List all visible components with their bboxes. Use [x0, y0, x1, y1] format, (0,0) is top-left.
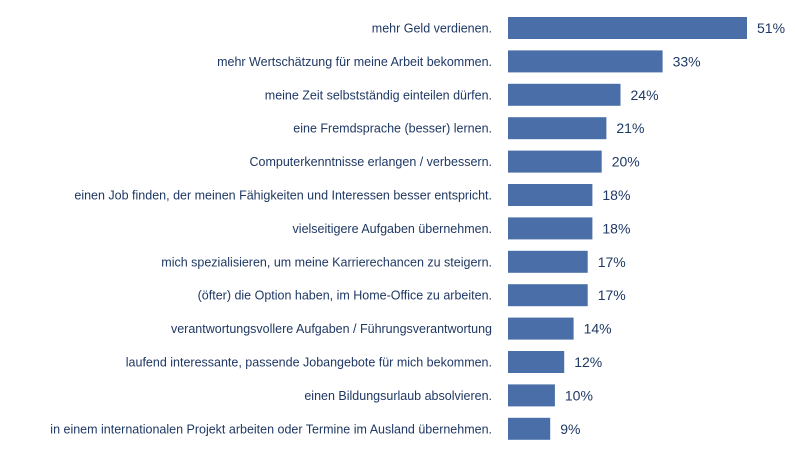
category-label: mich spezialisieren, um meine Karrierech…	[161, 255, 492, 269]
category-label: vielseitigere Aufgaben übernehmen.	[293, 222, 492, 236]
value-label: 20%	[612, 154, 640, 170]
bar	[508, 250, 588, 273]
bar	[508, 417, 551, 440]
category-label: meine Zeit selbstständig einteilen dürfe…	[265, 88, 492, 102]
bar	[508, 50, 663, 73]
category-label: Computerkenntnisse erlangen / verbessern…	[250, 155, 493, 169]
value-label: 18%	[602, 187, 630, 203]
bar	[508, 117, 607, 140]
value-label: 21%	[616, 120, 644, 136]
bars	[508, 17, 747, 440]
category-label: eine Fremdsprache (besser) lernen.	[293, 122, 492, 136]
category-label: (öfter) die Option haben, im Home-Office…	[198, 289, 492, 303]
bar	[508, 184, 593, 206]
bar	[508, 17, 747, 39]
value-label: 51%	[757, 20, 785, 36]
bar	[508, 150, 602, 173]
value-label: 24%	[631, 87, 659, 103]
value-label: 18%	[602, 220, 630, 236]
value-label: 12%	[574, 354, 602, 370]
category-label: verantwortungsvollere Aufgaben / Führung…	[171, 322, 492, 336]
bar	[508, 317, 574, 340]
bar	[508, 83, 621, 106]
category-label: in einem internationalen Projekt arbeite…	[50, 422, 492, 436]
value-label: 17%	[598, 254, 626, 270]
value-labels: 51% 33% 24% 21% 20% 18% 18% 17% 17% 14% 12% 10% 9%	[560, 20, 785, 437]
value-label: 33%	[673, 53, 701, 69]
bar	[508, 351, 565, 373]
value-label: 9%	[560, 421, 580, 437]
category-label: einen Bildungsurlaub absolvieren.	[304, 389, 492, 403]
value-label: 14%	[584, 321, 612, 337]
bar	[508, 284, 588, 307]
category-label: einen Job finden, der meinen Fähigkeiten…	[74, 189, 492, 203]
value-label: 17%	[598, 287, 626, 303]
category-labels: mehr Geld verdienen. mehr Wertschätzung f…	[50, 22, 492, 437]
bar	[508, 217, 593, 240]
category-label: mehr Geld verdienen.	[372, 22, 492, 36]
bar	[508, 384, 555, 407]
value-label: 10%	[565, 387, 593, 403]
category-label: mehr Wertschätzung für meine Arbeit beko…	[217, 55, 492, 69]
category-label: laufend interessante, passende Jobangebo…	[126, 356, 492, 370]
